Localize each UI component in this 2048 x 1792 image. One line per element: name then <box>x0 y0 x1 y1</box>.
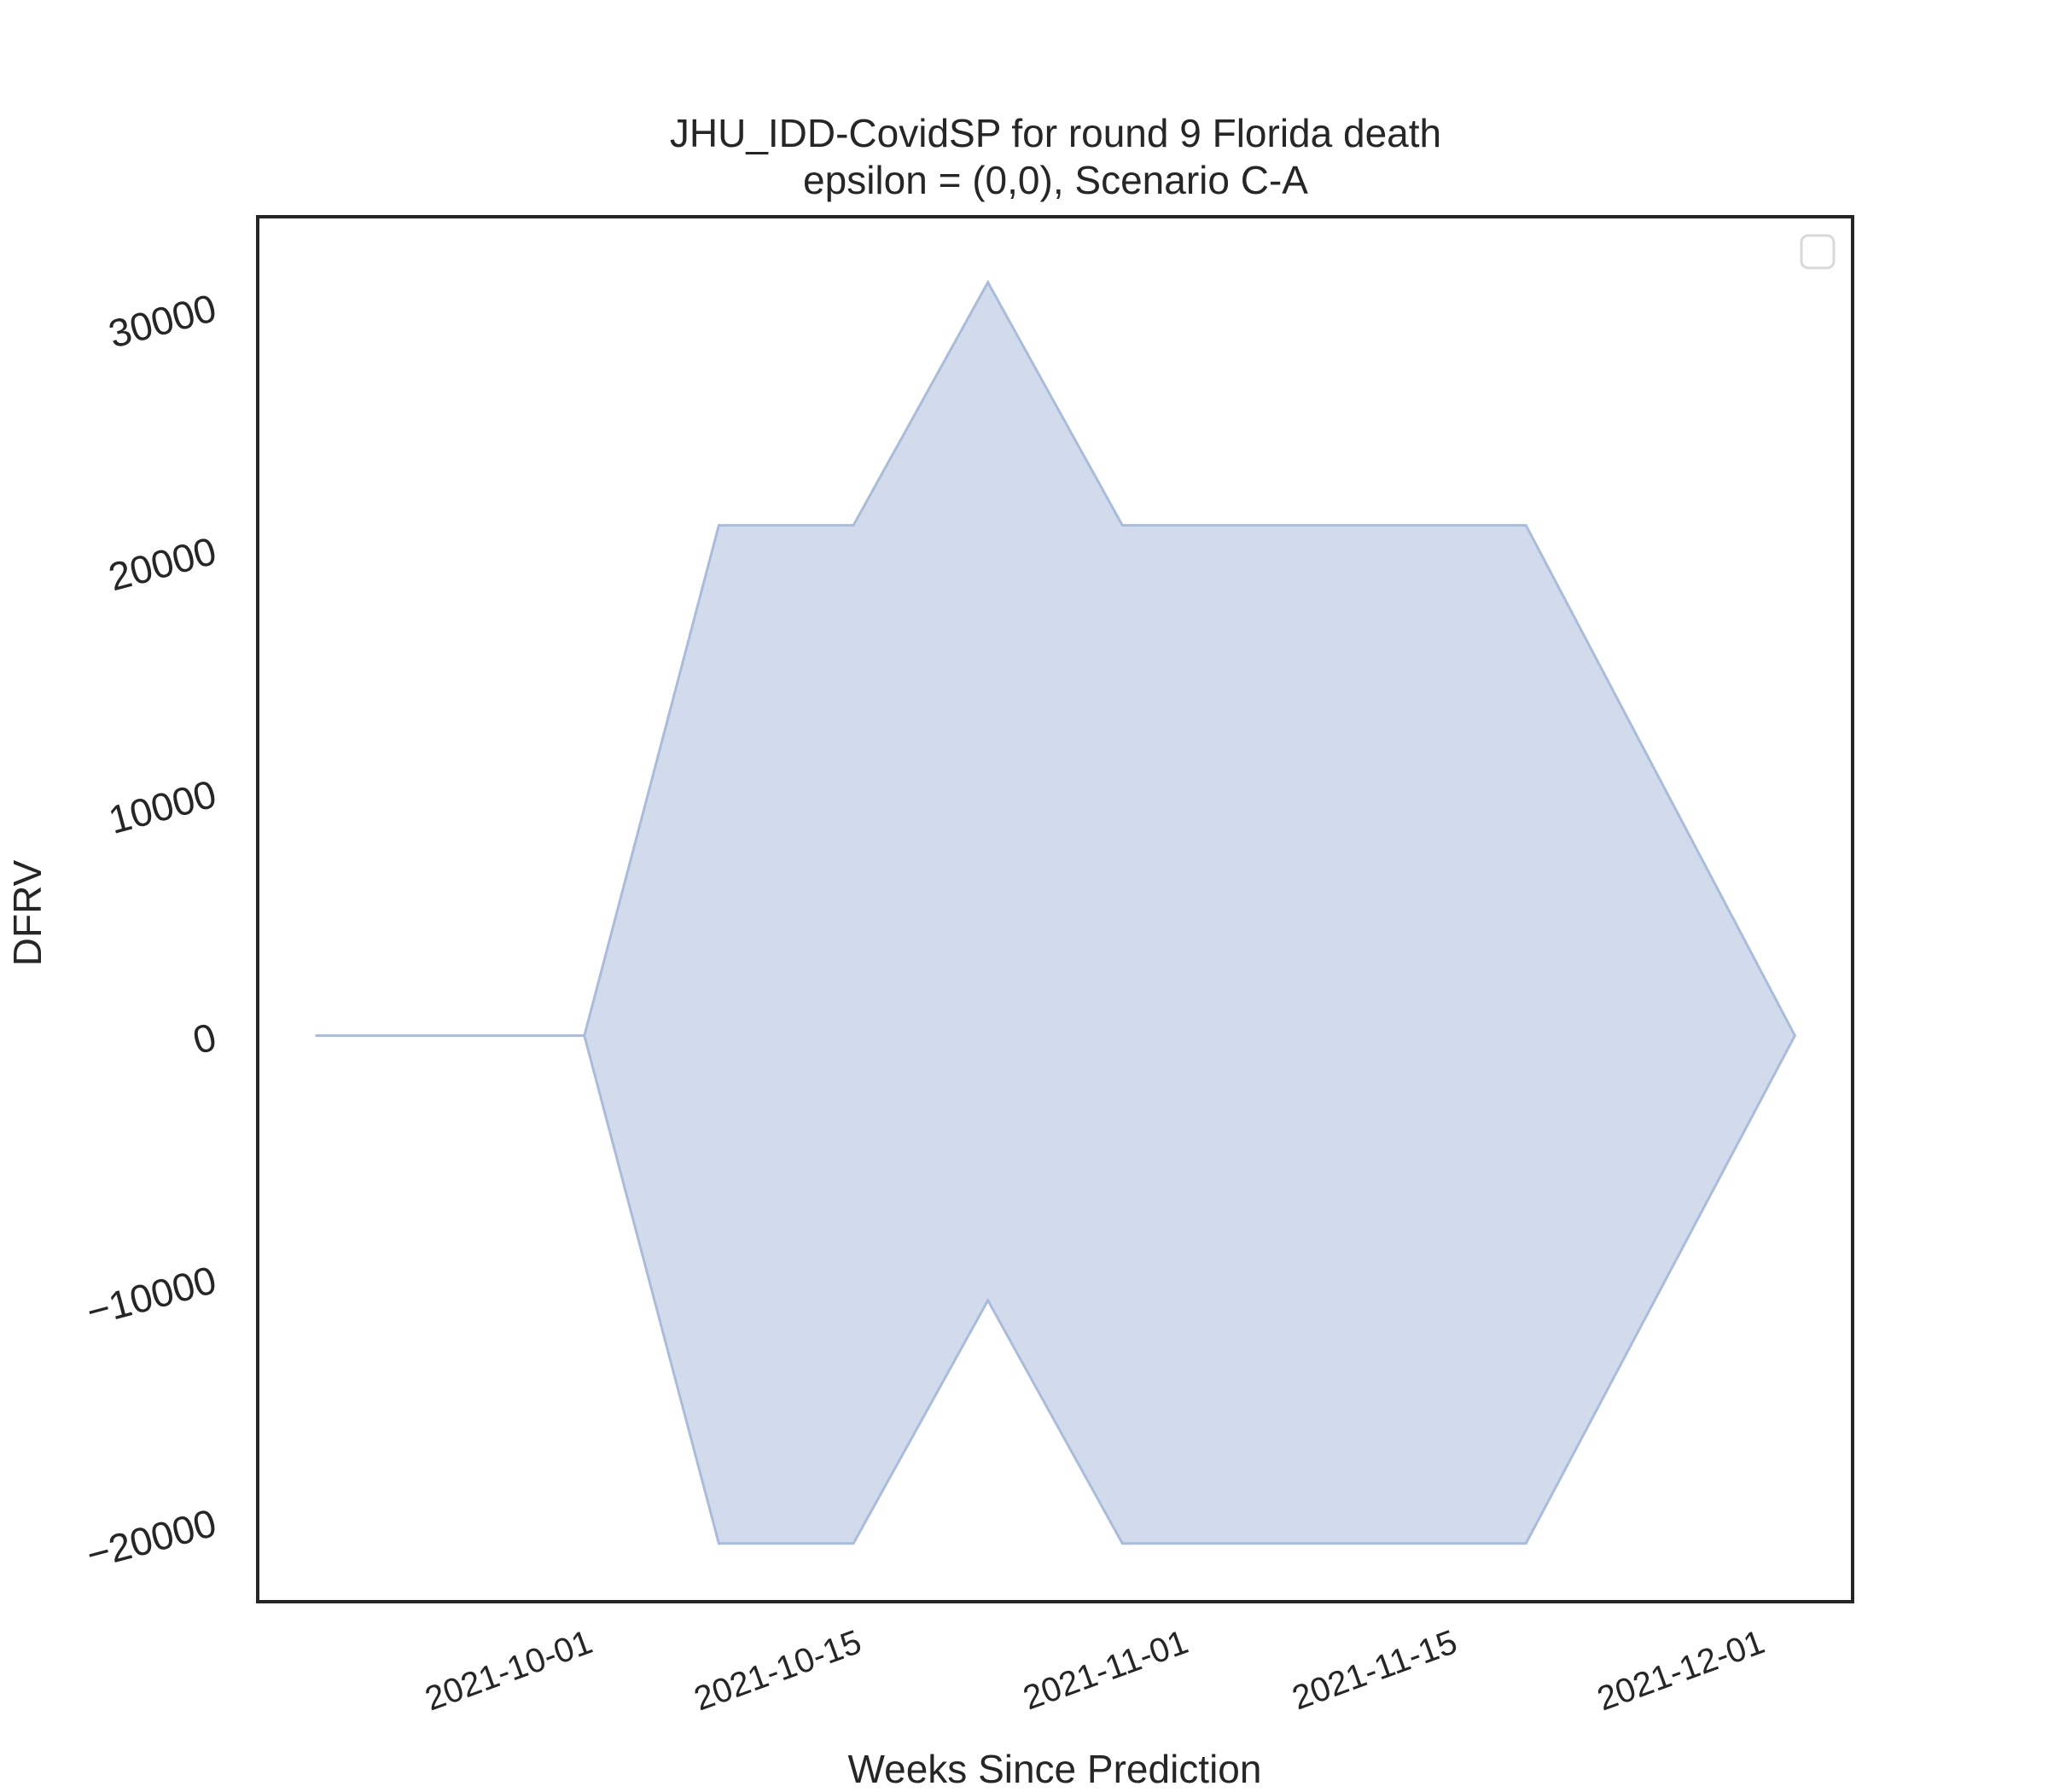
y-tick-label: −20000 <box>82 1500 221 1577</box>
y-axis-label: DFRV <box>5 859 49 966</box>
x-tick-label: 2021-12-01 <box>1592 1623 1769 1718</box>
y-tick-label: −10000 <box>82 1257 221 1334</box>
y-tick-label: 10000 <box>104 771 221 842</box>
y-tick-label: 0 <box>189 1014 221 1062</box>
x-axis-label: Weeks Since Prediction <box>848 1747 1262 1791</box>
y-axis-ticks: −20000 −10000 0 10000 20000 30000 <box>82 285 221 1577</box>
confidence-band-0 <box>315 279 1797 1545</box>
x-tick-label: 2021-11-15 <box>1288 1623 1463 1717</box>
plot-frame <box>256 215 1854 1603</box>
y-tick-label: 20000 <box>104 528 221 599</box>
plot-area <box>315 279 1797 1545</box>
x-tick-label: 2021-10-15 <box>689 1623 866 1718</box>
chart-subtitle: epsilon = (0,0), Scenario C-A <box>803 158 1308 202</box>
x-tick-label: 2021-10-01 <box>421 1623 597 1718</box>
x-tick-label: 2021-11-01 <box>1018 1623 1193 1717</box>
legend-box <box>1800 234 1836 270</box>
y-tick-label: 30000 <box>104 285 221 356</box>
chart-title: JHU_IDD-CovidSP for round 9 Florida deat… <box>670 111 1441 155</box>
x-axis-ticks: 2021-10-01 2021-10-15 2021-11-01 2021-11-15… <box>421 1623 1770 1718</box>
